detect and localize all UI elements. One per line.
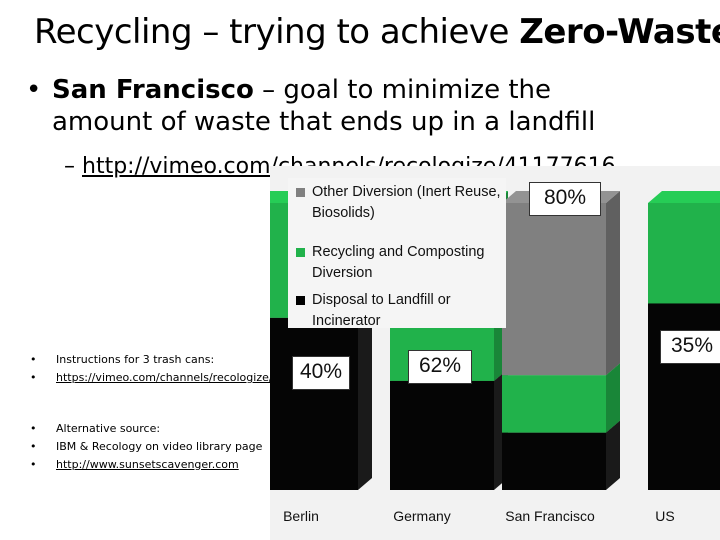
bar-us-top xyxy=(648,191,720,203)
bar-san-francisco-segment xyxy=(502,375,606,433)
bar-san-francisco-side xyxy=(606,363,620,433)
title-bold: Zero-Waste xyxy=(519,12,720,52)
category-germany: Germany xyxy=(393,508,451,524)
note-bullet: • xyxy=(30,458,37,471)
recycling-chart: Other Diversion (Inert Reuse, Biosolids)… xyxy=(270,166,720,540)
category-sanfrancisco: San Francisco xyxy=(505,508,595,524)
legend-label: Other Diversion (Inert Reuse, Biosolids) xyxy=(312,184,501,221)
slide-title: Recycling – trying to achieve Zero-Waste xyxy=(34,12,720,52)
sub-dash: – xyxy=(64,154,75,179)
legend-label: Recycling and Composting Diversion xyxy=(312,244,485,281)
bar-germany-segment xyxy=(390,380,494,490)
note-bullet: • xyxy=(30,422,37,435)
bullet-dot: • xyxy=(26,75,42,105)
legend-swatch xyxy=(296,248,305,257)
data-label-sanfrancisco: 80% xyxy=(529,182,601,216)
bar-san-francisco-segment xyxy=(502,203,606,376)
bullet-bold: San Francisco xyxy=(52,75,254,105)
chart-legend: Other Diversion (Inert Reuse, Biosolids)… xyxy=(288,178,506,329)
category-berlin: Berlin xyxy=(283,508,319,524)
note-link[interactable]: http://www.sunsetscavenger.com xyxy=(56,458,239,471)
legend-swatch xyxy=(296,296,305,305)
bar-berlin-side xyxy=(358,305,372,490)
note-bullet: • xyxy=(30,353,37,366)
legend-swatch xyxy=(296,188,305,197)
note-text: Instructions for 3 trash cans: xyxy=(56,353,215,366)
bar-us-segment xyxy=(648,203,720,304)
note-bullet: • xyxy=(30,440,37,453)
title-main: Recycling xyxy=(34,12,193,52)
data-label-berlin: 40% xyxy=(292,356,350,390)
title-dash: – trying to achieve xyxy=(192,12,520,52)
main-bullet-text: San Francisco – goal to minimize the amo… xyxy=(52,74,612,138)
bar-san-francisco-side xyxy=(606,191,620,376)
note-link[interactable]: https://vimeo.com/channels/recologize/59… xyxy=(56,371,301,384)
category-us: US xyxy=(655,508,675,524)
bar-san-francisco-side xyxy=(606,420,620,490)
bar-berlin-segment xyxy=(270,317,358,490)
bullet-rest: – goal to minimize the amount of waste t… xyxy=(52,75,596,137)
bar-san-francisco-segment xyxy=(502,432,606,490)
data-label-germany: 62% xyxy=(408,350,472,384)
data-label-us: 35% xyxy=(660,330,720,364)
note-bullet: • xyxy=(30,371,37,384)
legend-label: Disposal to Landfill or Incinerator xyxy=(312,292,451,329)
note-text: Alternative source: xyxy=(56,422,161,435)
note-text: IBM & Recology on video library page xyxy=(56,440,263,453)
